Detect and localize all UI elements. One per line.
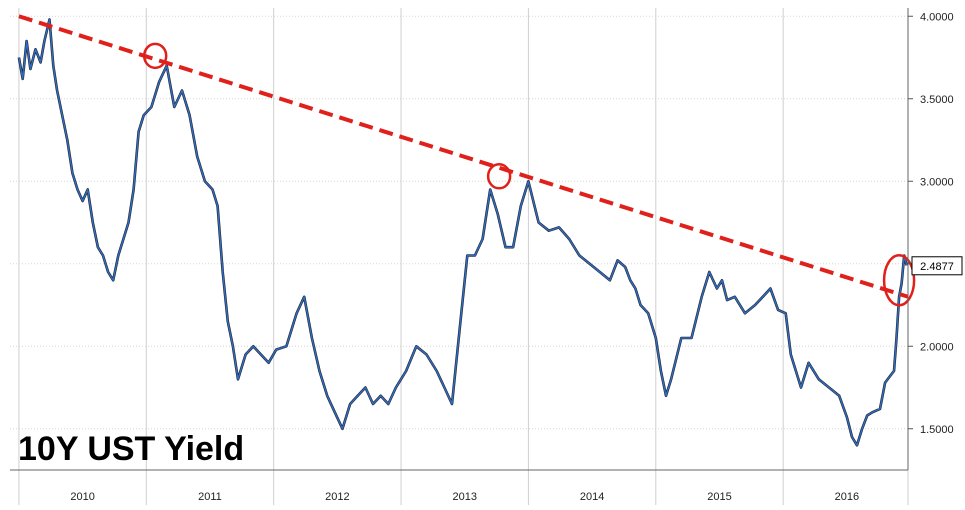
highlight-circle [486,163,512,190]
highlight-circle [142,42,168,70]
y-tick-label: 3.0000 [920,176,954,188]
x-tick-label: 2012 [325,491,349,503]
series-line-shadow [17,18,908,447]
chart-title: 10Y UST Yield [18,430,244,468]
y-tick-label: 1.5000 [920,424,954,436]
grid-layer [10,8,909,505]
axis-layer: 2010 2011 2012 2013 2014 2015 2016 1.5000 2.0000… [10,8,963,503]
y-tick-label: 2.0000 [920,341,954,353]
last-value-label: 2.4877 [920,261,954,273]
y-tick-label: 3.5000 [920,94,954,106]
x-tick-label: 2015 [707,491,731,503]
y-tick-label: 4.0000 [920,11,954,23]
plot-layer [17,14,916,447]
x-tick-label: 2013 [452,491,476,503]
highlight-circle [882,254,916,307]
series-line [18,18,908,447]
x-tick-label: 2010 [70,491,94,503]
x-tick-label: 2014 [580,491,604,503]
x-tick-label: 2016 [835,491,859,503]
last-value-box [911,256,963,276]
x-tick-label: 2011 [198,491,222,503]
trendline [18,14,909,299]
